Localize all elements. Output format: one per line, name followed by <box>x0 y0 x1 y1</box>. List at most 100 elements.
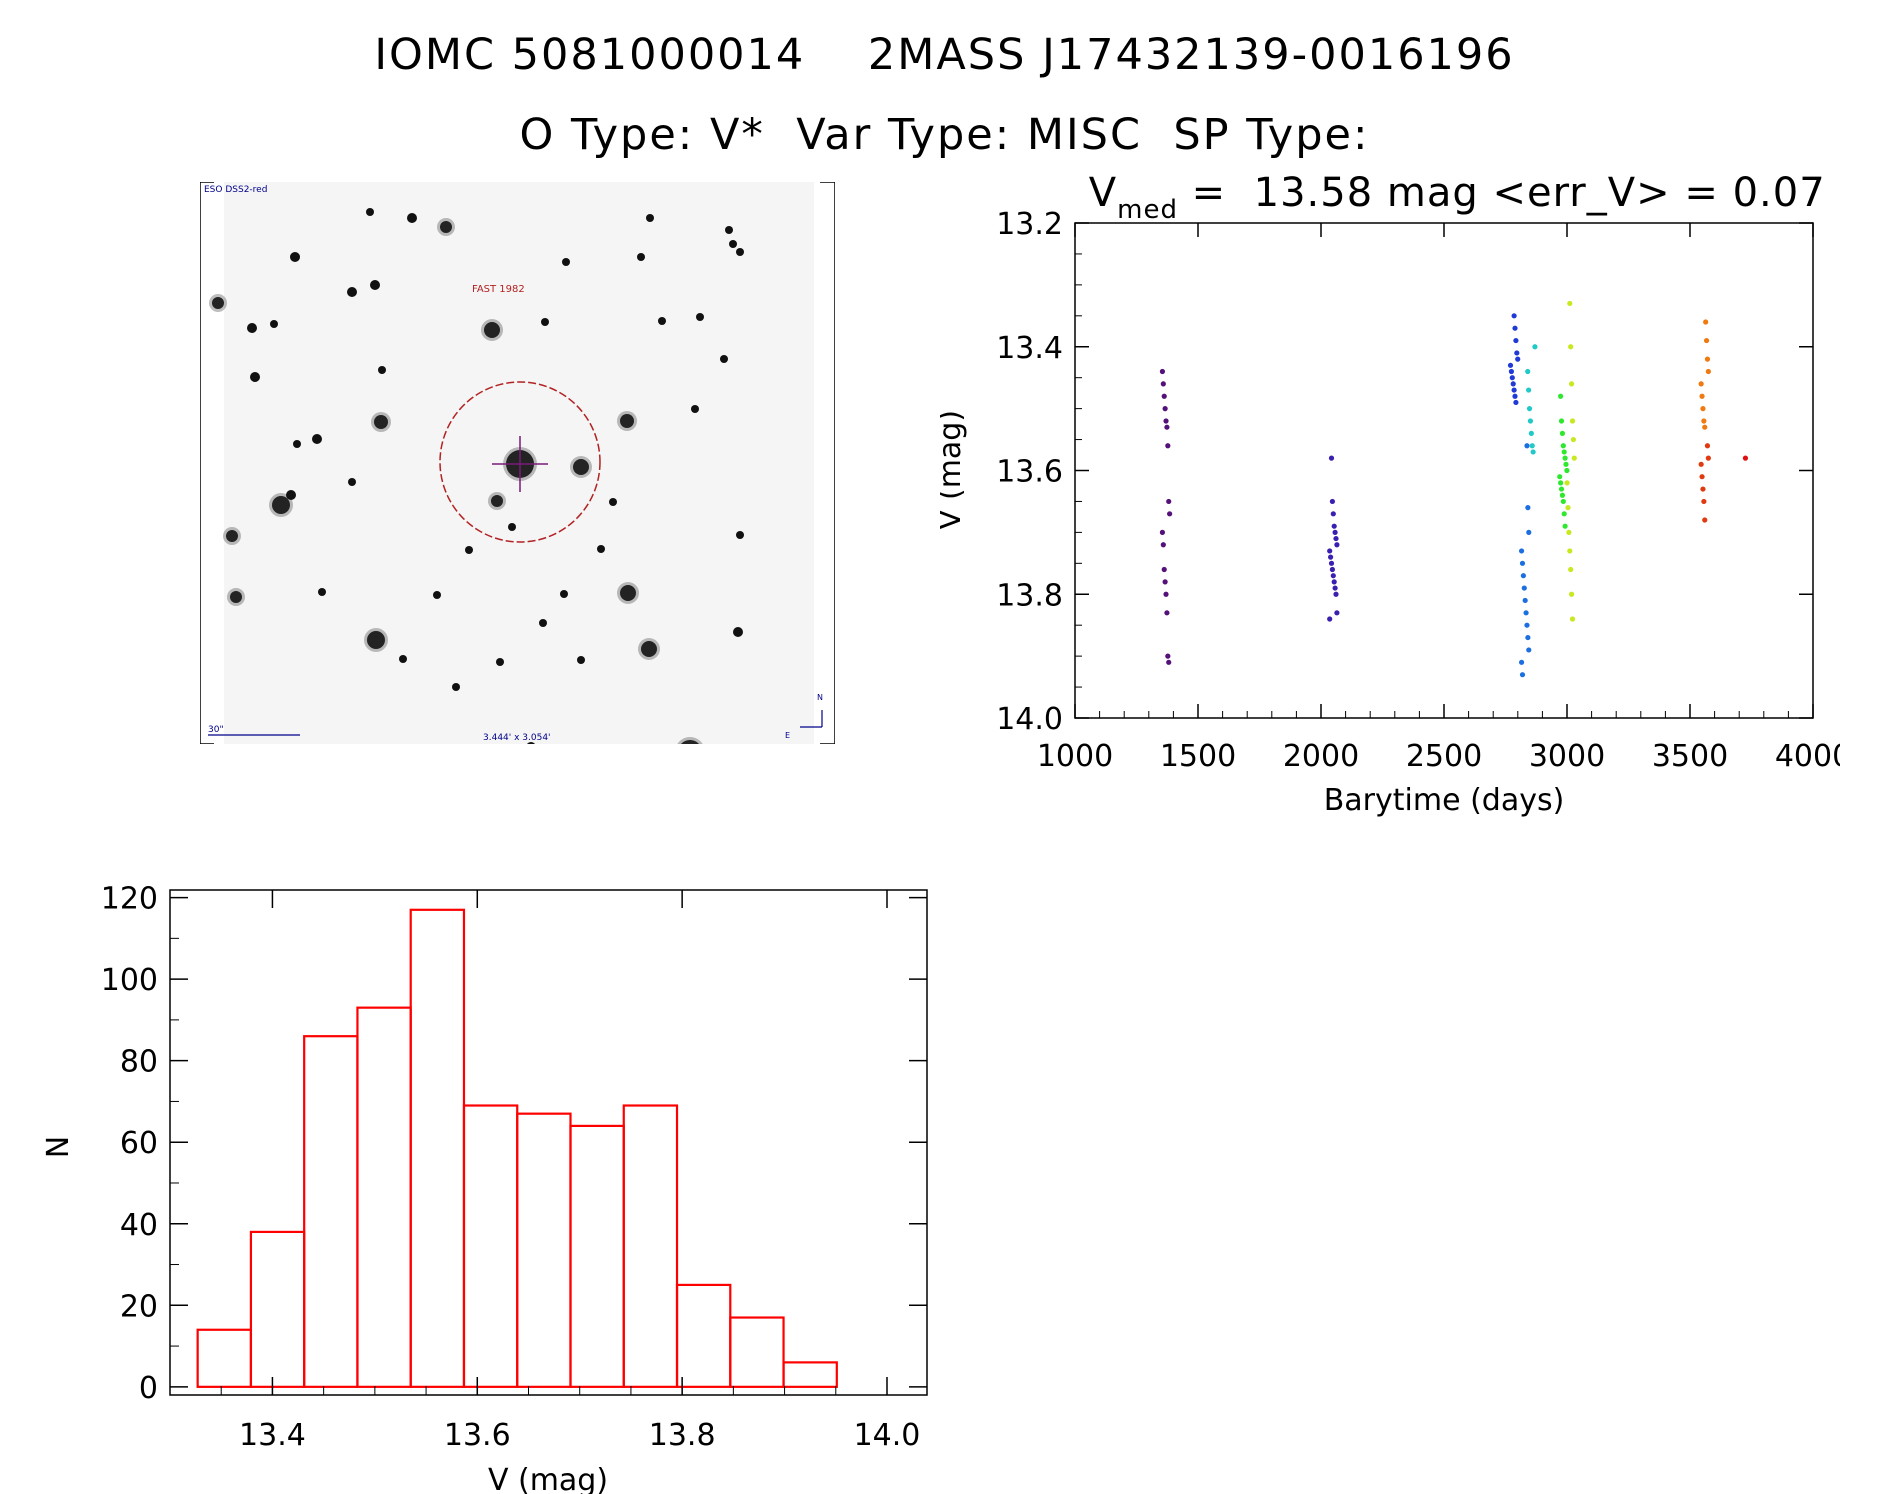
hist-y-axis-label: N <box>41 1136 76 1158</box>
lc-data-point <box>1526 406 1533 412</box>
compass-arrows <box>800 710 823 728</box>
hist-bar <box>782 1361 838 1388</box>
lc-data-point <box>1160 381 1166 387</box>
hist-bar <box>409 908 466 1388</box>
lc-data-point <box>1704 443 1711 449</box>
lc-data-point <box>1329 498 1335 505</box>
star <box>641 641 657 657</box>
lc-data-point <box>1529 443 1535 449</box>
lc-x-tick-label: 2500 <box>1406 739 1482 774</box>
star <box>293 440 301 448</box>
lc-data-point <box>1513 399 1519 406</box>
lc-data-point <box>1328 455 1335 461</box>
lc-data-point <box>1699 393 1705 399</box>
lc-data-point <box>1700 406 1706 412</box>
lc-data-point <box>1333 535 1339 542</box>
lc-data-point <box>1515 356 1521 362</box>
lc-data-point <box>1700 486 1706 492</box>
star <box>620 585 636 601</box>
lc-data-point <box>1699 474 1705 480</box>
lc-data-point <box>1509 375 1515 381</box>
star <box>399 655 407 663</box>
lc-y-tick-label: 14.0 <box>996 702 1063 737</box>
lc-data-points <box>1159 300 1749 678</box>
star <box>508 523 516 531</box>
lc-data-point <box>1161 393 1167 399</box>
lc-x-tick-label: 2000 <box>1283 739 1359 774</box>
star <box>272 496 290 514</box>
page-subtitle: O Type: V* Var Type: MISC SP Type: <box>519 110 1370 160</box>
star <box>560 590 568 598</box>
lc-data-point <box>1566 529 1572 535</box>
lc-data-point <box>1327 548 1333 554</box>
lc-data-point <box>1524 443 1530 449</box>
lc-data-point <box>1330 573 1336 579</box>
star <box>318 588 326 596</box>
lc-data-point <box>1567 548 1573 554</box>
star <box>374 415 388 429</box>
lc-data-point <box>1520 573 1526 579</box>
lc-data-point <box>1507 362 1514 368</box>
lc-x-tick-label: 4000 <box>1775 739 1840 774</box>
survey-label: ESO DSS2-red <box>204 185 267 195</box>
star-halo <box>269 493 293 517</box>
star <box>270 320 278 328</box>
hist-bar <box>462 1104 519 1388</box>
lc-data-point <box>1525 368 1531 375</box>
lc-data-point <box>1557 474 1563 480</box>
hist-x-tick-label: 13.6 <box>444 1418 511 1453</box>
lc-data-point <box>1512 393 1518 399</box>
star-field <box>209 208 744 744</box>
hist-bar <box>729 1316 785 1388</box>
hist-x-axis-label: V (mag) <box>488 1463 608 1494</box>
lc-data-point <box>1528 430 1534 436</box>
lc-x-tick-label: 3500 <box>1652 739 1728 774</box>
star <box>290 252 300 262</box>
lc-data-point <box>1558 480 1564 486</box>
star <box>729 240 737 248</box>
lc-data-point <box>1332 585 1338 591</box>
star <box>366 208 374 216</box>
star-halo <box>677 737 703 744</box>
star <box>496 658 504 666</box>
lc-data-point <box>1518 659 1525 665</box>
hist-y-tick-label: 80 <box>120 1045 158 1080</box>
star <box>733 627 743 637</box>
lc-data-point <box>1564 480 1570 486</box>
star-halo <box>437 218 455 236</box>
lc-data-point <box>1167 511 1173 517</box>
lc-data-point <box>1559 492 1566 498</box>
lc-data-point <box>1508 368 1515 375</box>
lc-data-point <box>1511 313 1517 319</box>
lc-data-point <box>1526 387 1532 393</box>
lc-data-point <box>1328 554 1334 560</box>
lc-data-point <box>1559 430 1566 436</box>
lc-data-point <box>1703 319 1709 325</box>
star-halo <box>364 628 388 652</box>
hist-plot-frame <box>169 889 928 1396</box>
lc-data-point <box>1159 529 1166 535</box>
star-halo <box>209 294 227 312</box>
hist-axis-ticks: 0 20 40 60 80 100 120 13.4 13.6 13.8 14.0 <box>101 882 927 1453</box>
lc-data-point <box>1519 560 1526 566</box>
lc-data-point <box>1701 418 1707 424</box>
lc-data-point <box>1523 610 1529 616</box>
star <box>658 317 666 325</box>
star <box>250 372 260 382</box>
lc-data-point <box>1558 393 1564 399</box>
star <box>620 414 634 428</box>
hist-bar <box>675 1283 732 1388</box>
lc-data-point <box>1702 517 1708 523</box>
lc-data-point <box>1334 610 1340 616</box>
hist-bar <box>622 1104 679 1388</box>
lc-data-point <box>1561 449 1567 455</box>
lc-data-point <box>1698 381 1704 387</box>
lc-data-point <box>1161 566 1167 573</box>
star <box>597 545 605 553</box>
star <box>539 619 547 627</box>
star <box>407 213 417 223</box>
lc-data-point <box>1514 350 1520 356</box>
lc-data-point <box>1701 498 1707 505</box>
lc-data-point <box>1330 511 1336 517</box>
hist-y-tick-label: 60 <box>120 1126 158 1161</box>
